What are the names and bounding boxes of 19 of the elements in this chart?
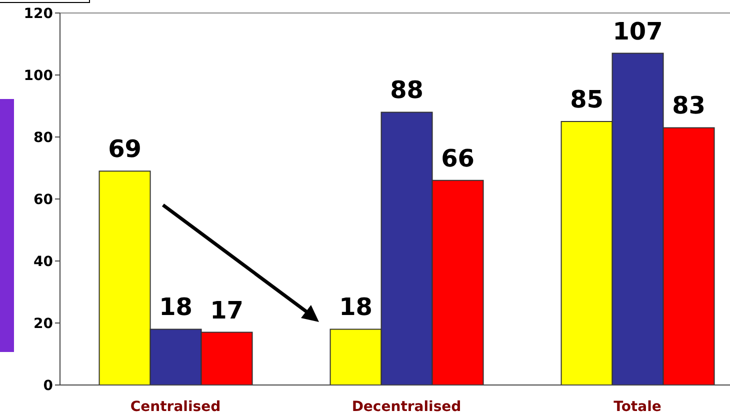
y-tick-label: 120 <box>24 6 54 22</box>
x-tick-label: Totale <box>614 398 662 415</box>
data-label: 107 <box>612 17 663 46</box>
x-tick-label: Centralised <box>130 398 221 415</box>
y-tick-label: 20 <box>34 316 54 332</box>
y-tick-label: 100 <box>24 68 54 84</box>
y-tick-label: 0 <box>43 378 54 394</box>
x-tick-label: Decentralised <box>352 398 462 415</box>
data-label: 18 <box>339 293 372 322</box>
data-label: 17 <box>210 296 244 324</box>
data-label: 83 <box>672 92 706 120</box>
y-tick-label: 60 <box>34 192 54 208</box>
y-tick-label: 40 <box>34 254 54 270</box>
data-label: 69 <box>108 135 142 164</box>
data-label: 85 <box>570 86 604 114</box>
y-tick-label: 80 <box>34 130 54 146</box>
data-label: 66 <box>441 144 474 172</box>
data-label: 88 <box>390 76 424 104</box>
data-label: 18 <box>159 293 192 322</box>
